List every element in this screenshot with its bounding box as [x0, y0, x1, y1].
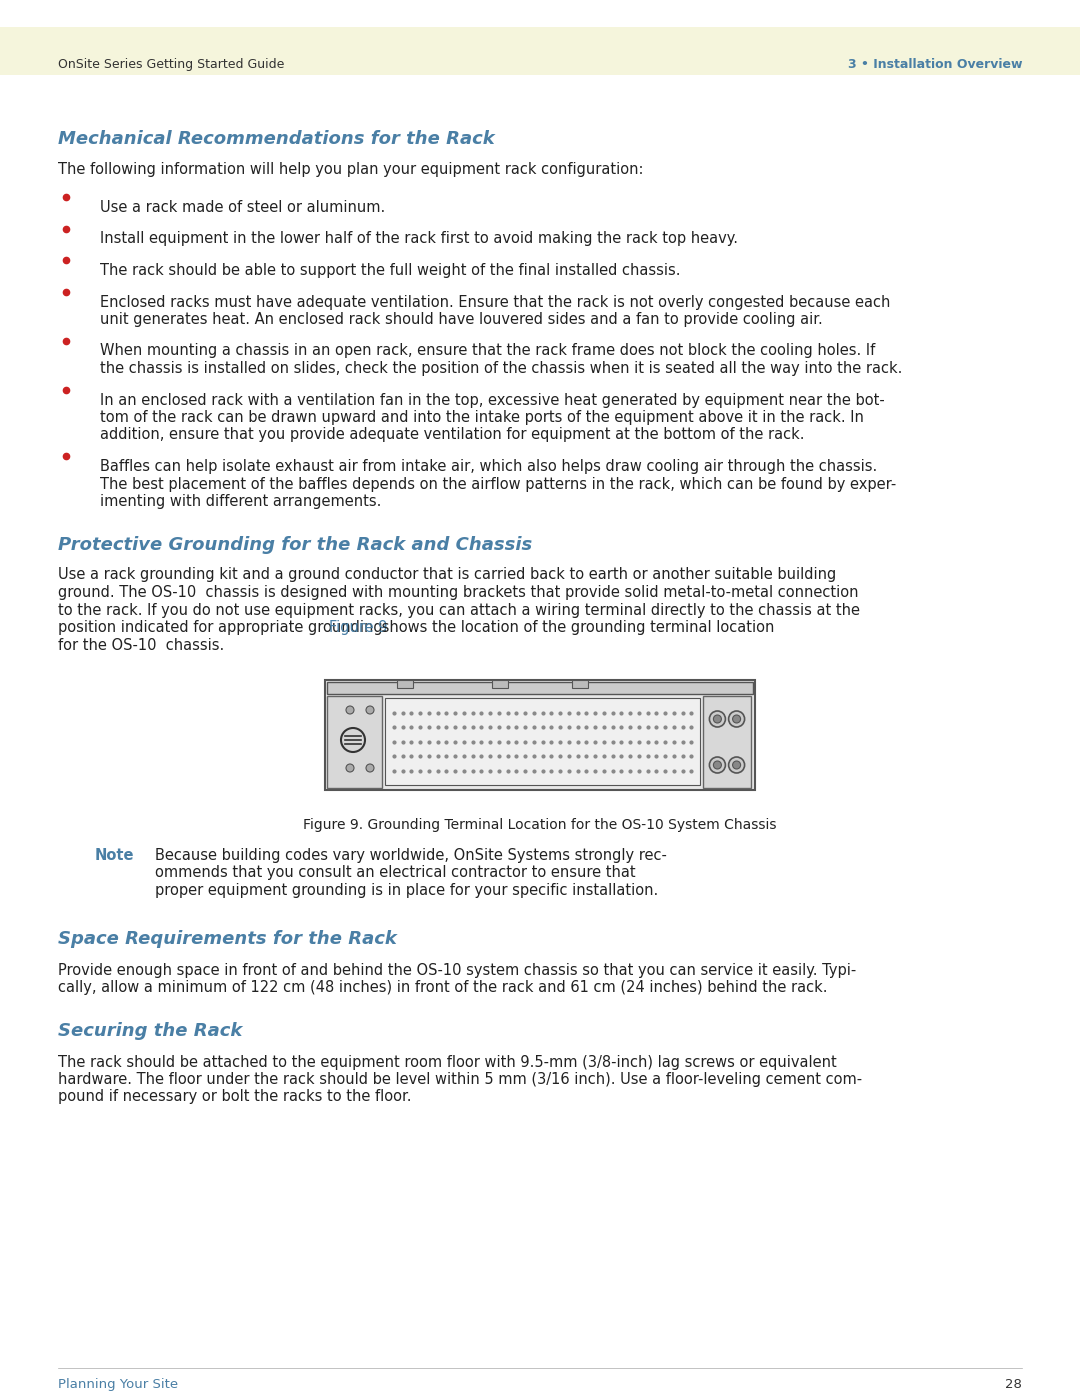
FancyBboxPatch shape [0, 27, 1080, 75]
Text: Because building codes vary worldwide, OnSite Systems strongly rec-: Because building codes vary worldwide, O… [156, 848, 666, 863]
FancyBboxPatch shape [327, 682, 753, 694]
Text: Protective Grounding for the Rack and Chassis: Protective Grounding for the Rack and Ch… [58, 535, 532, 553]
Text: In an enclosed rack with a ventilation fan in the top, excessive heat generated : In an enclosed rack with a ventilation f… [100, 393, 885, 408]
FancyBboxPatch shape [327, 696, 382, 788]
Circle shape [729, 711, 744, 726]
Text: 28: 28 [1005, 1377, 1022, 1391]
Text: Figure 9: Figure 9 [329, 620, 388, 636]
Text: Provide enough space in front of and behind the OS-10 system chassis so that you: Provide enough space in front of and beh… [58, 963, 856, 978]
Text: ground. The OS-10  chassis is designed with mounting brackets that provide solid: ground. The OS-10 chassis is designed wi… [58, 585, 859, 599]
Text: The best placement of the baffles depends on the airflow patterns in the rack, w: The best placement of the baffles depend… [100, 476, 896, 492]
Circle shape [710, 711, 726, 726]
Text: Baffles can help isolate exhaust air from intake air, which also helps draw cool: Baffles can help isolate exhaust air fro… [100, 460, 877, 474]
Circle shape [710, 757, 726, 773]
Text: to the rack. If you do not use equipment racks, you can attach a wiring terminal: to the rack. If you do not use equipment… [58, 602, 860, 617]
Circle shape [729, 757, 744, 773]
Text: imenting with different arrangements.: imenting with different arrangements. [100, 495, 381, 509]
Text: Mechanical Recommendations for the Rack: Mechanical Recommendations for the Rack [58, 130, 495, 148]
FancyBboxPatch shape [325, 680, 755, 789]
Text: pound if necessary or bolt the racks to the floor.: pound if necessary or bolt the racks to … [58, 1090, 411, 1105]
FancyBboxPatch shape [572, 680, 588, 687]
Circle shape [346, 705, 354, 714]
Text: The following information will help you plan your equipment rack configuration:: The following information will help you … [58, 162, 644, 177]
Text: unit generates heat. An enclosed rack should have louvered sides and a fan to pr: unit generates heat. An enclosed rack sh… [100, 312, 823, 327]
Text: The rack should be attached to the equipment room floor with 9.5-mm (3/8-inch) l: The rack should be attached to the equip… [58, 1055, 837, 1070]
Text: hardware. The floor under the rack should be level within 5 mm (3/16 inch). Use : hardware. The floor under the rack shoul… [58, 1071, 862, 1087]
Text: the chassis is installed on slides, check the position of the chassis when it is: the chassis is installed on slides, chec… [100, 360, 903, 376]
FancyBboxPatch shape [384, 698, 700, 785]
Text: OnSite Series Getting Started Guide: OnSite Series Getting Started Guide [58, 59, 284, 71]
Circle shape [346, 764, 354, 773]
Text: Space Requirements for the Rack: Space Requirements for the Rack [58, 930, 396, 949]
Text: tom of the rack can be drawn upward and into the intake ports of the equipment a: tom of the rack can be drawn upward and … [100, 409, 864, 425]
Circle shape [366, 764, 374, 773]
Circle shape [366, 705, 374, 714]
Text: addition, ensure that you provide adequate ventilation for equipment at the bott: addition, ensure that you provide adequa… [100, 427, 805, 443]
Text: cally, allow a minimum of 122 cm (48 inches) in front of the rack and 61 cm (24 : cally, allow a minimum of 122 cm (48 inc… [58, 981, 827, 995]
Text: When mounting a chassis in an open rack, ensure that the rack frame does not blo: When mounting a chassis in an open rack,… [100, 344, 875, 359]
Text: Figure 9. Grounding Terminal Location for the OS-10 System Chassis: Figure 9. Grounding Terminal Location fo… [303, 819, 777, 833]
Circle shape [714, 761, 721, 768]
Circle shape [714, 715, 721, 724]
Text: Planning Your Site: Planning Your Site [58, 1377, 178, 1391]
Text: position indicated for appropriate grounding.: position indicated for appropriate groun… [58, 620, 392, 636]
Text: Use a rack made of steel or aluminum.: Use a rack made of steel or aluminum. [100, 200, 386, 215]
FancyBboxPatch shape [397, 680, 413, 687]
Text: ommends that you consult an electrical contractor to ensure that: ommends that you consult an electrical c… [156, 866, 636, 880]
Text: 3 • Installation Overview: 3 • Installation Overview [848, 59, 1022, 71]
Circle shape [732, 761, 741, 768]
Text: Use a rack grounding kit and a ground conductor that is carried back to earth or: Use a rack grounding kit and a ground co… [58, 567, 836, 583]
Text: Securing the Rack: Securing the Rack [58, 1023, 242, 1041]
Text: Enclosed racks must have adequate ventilation. Ensure that the rack is not overl: Enclosed racks must have adequate ventil… [100, 295, 890, 310]
Text: Install equipment in the lower half of the rack first to avoid making the rack t: Install equipment in the lower half of t… [100, 232, 738, 246]
Text: Note: Note [95, 848, 135, 863]
Text: proper equipment grounding is in place for your specific installation.: proper equipment grounding is in place f… [156, 883, 658, 898]
Text: shows the location of the grounding terminal location: shows the location of the grounding term… [377, 620, 774, 636]
Circle shape [732, 715, 741, 724]
Text: for the OS-10  chassis.: for the OS-10 chassis. [58, 637, 225, 652]
FancyBboxPatch shape [703, 696, 751, 788]
Text: The rack should be able to support the full weight of the final installed chassi: The rack should be able to support the f… [100, 263, 680, 278]
FancyBboxPatch shape [492, 680, 508, 687]
